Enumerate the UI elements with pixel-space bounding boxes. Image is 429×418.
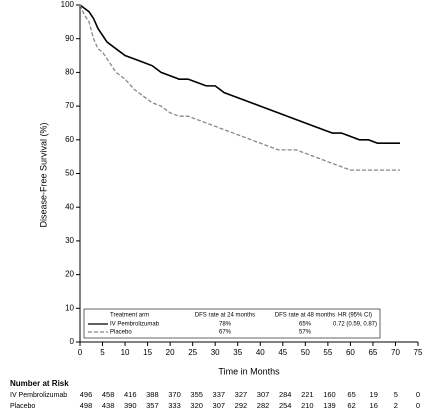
legend-header: DFS rate at 24 months <box>195 313 255 319</box>
x-tick-label: 75 <box>414 348 423 357</box>
y-axis-label: Disease-Free Survival (%) <box>38 122 48 227</box>
y-tick-label: 60 <box>65 135 74 144</box>
risk-count: 210 <box>301 401 314 410</box>
x-tick-label: 15 <box>143 348 152 357</box>
y-tick-label: 50 <box>65 169 74 178</box>
x-tick-label: 55 <box>323 348 332 357</box>
y-tick-label: 40 <box>65 202 74 211</box>
x-tick-label: 45 <box>278 348 287 357</box>
x-tick-label: 20 <box>166 348 175 357</box>
y-tick-label: 0 <box>70 337 75 346</box>
risk-count: 16 <box>370 401 378 410</box>
risk-count: 333 <box>168 401 181 410</box>
x-tick-label: 25 <box>188 348 197 357</box>
risk-count: 458 <box>102 390 115 399</box>
risk-count: 292 <box>235 401 248 410</box>
legend-cell: 0.72 (0.59, 0.87) <box>333 322 377 328</box>
x-tick-label: 70 <box>391 348 400 357</box>
risk-count: 62 <box>347 401 355 410</box>
risk-count: 357 <box>146 401 159 410</box>
risk-row-label: IV Pembrolizumab <box>10 392 67 399</box>
risk-count: 0 <box>416 401 420 410</box>
legend-label: IV Pembrolizumab <box>110 322 160 328</box>
risk-count: 496 <box>80 390 93 399</box>
y-tick-label: 80 <box>65 68 74 77</box>
x-tick-label: 35 <box>233 348 242 357</box>
legend-cell: 78% <box>219 322 232 328</box>
legend-box <box>83 308 381 339</box>
risk-count: 320 <box>190 401 203 410</box>
x-tick-label: 30 <box>211 348 220 357</box>
y-tick-label: 10 <box>65 303 74 312</box>
risk-count: 221 <box>301 390 314 399</box>
risk-title: Number at Risk <box>10 379 69 388</box>
y-tick-label: 70 <box>65 101 74 110</box>
legend-cell: 57% <box>299 330 312 336</box>
y-tick-label: 90 <box>65 34 74 43</box>
x-tick-label: 0 <box>78 348 83 357</box>
risk-count: 388 <box>146 390 159 399</box>
risk-count: 0 <box>416 390 420 399</box>
y-tick-label: 20 <box>65 270 74 279</box>
survival-curve <box>79 4 400 171</box>
x-tick-label: 10 <box>121 348 130 357</box>
risk-count: 327 <box>235 390 248 399</box>
y-tick-label: 30 <box>65 236 74 245</box>
risk-count: 284 <box>279 390 292 399</box>
x-tick-label: 60 <box>346 348 355 357</box>
risk-count: 5 <box>394 390 398 399</box>
risk-count: 498 <box>80 401 93 410</box>
legend-cell: 67% <box>219 330 232 336</box>
x-tick-label: 5 <box>100 348 105 357</box>
risk-count: 65 <box>347 390 355 399</box>
legend-label: Placebo <box>110 330 132 336</box>
x-tick-label: 65 <box>368 348 377 357</box>
risk-count: 307 <box>257 390 270 399</box>
risk-count: 390 <box>124 401 137 410</box>
x-tick-label: 40 <box>256 348 265 357</box>
legend-header: HR (95% CI) <box>338 313 372 319</box>
x-tick-label: 50 <box>301 348 310 357</box>
risk-count: 355 <box>190 390 203 399</box>
survival-curve <box>79 4 400 144</box>
risk-count: 337 <box>213 390 226 399</box>
risk-count: 2 <box>394 401 398 410</box>
x-axis-label: Time in Months <box>218 366 280 376</box>
y-tick-label: 100 <box>61 0 75 9</box>
legend-cell: 65% <box>299 322 312 328</box>
risk-count: 416 <box>124 390 137 399</box>
risk-count: 139 <box>323 401 336 410</box>
risk-row-label: Placebo <box>10 403 35 410</box>
risk-count: 282 <box>257 401 270 410</box>
risk-count: 438 <box>102 401 115 410</box>
risk-count: 307 <box>213 401 226 410</box>
risk-count: 160 <box>323 390 336 399</box>
risk-count: 19 <box>370 390 378 399</box>
risk-count: 370 <box>168 390 181 399</box>
risk-count: 254 <box>279 401 292 410</box>
legend-header: DFS rate at 48 months <box>275 313 335 319</box>
legend-header: Treatment arm <box>110 313 149 319</box>
